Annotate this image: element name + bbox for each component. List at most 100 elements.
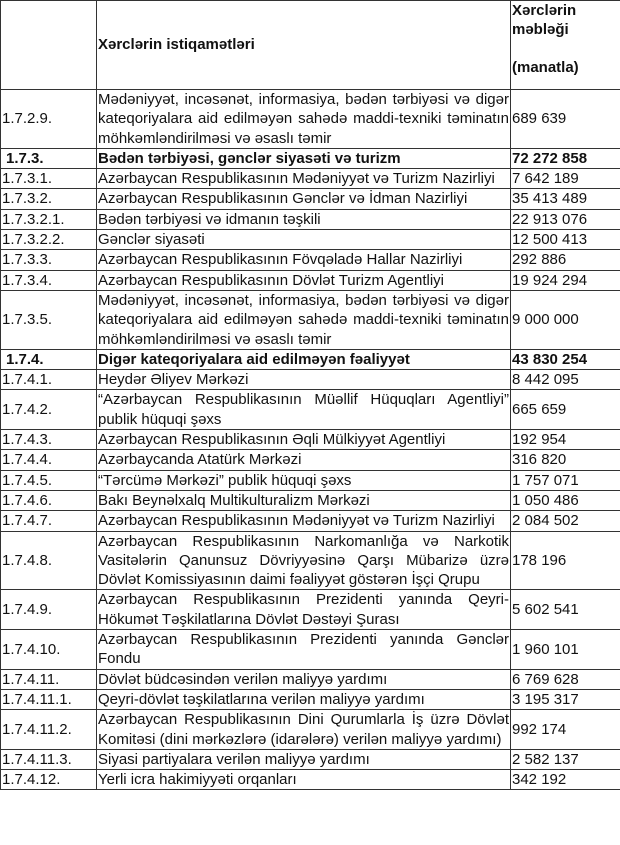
row-code: 1.7.4.11.1.	[0, 688, 97, 711]
row-code: 1.7.4.8.	[0, 530, 97, 591]
row-amount: 292 886	[510, 249, 620, 271]
table-row: 1.7.4.2. “Azərbaycan Respublikasının Müəl…	[0, 389, 620, 431]
row-amount: 1 960 101	[510, 629, 620, 670]
row-amount: 192 954	[510, 429, 620, 451]
header-amount-title: Xərclərin məbləği	[512, 2, 577, 38]
row-amount: 9 000 000	[510, 289, 620, 350]
row-description: Azərbaycan Respublikasının Prezidenti ya…	[96, 589, 511, 631]
header-amount: Xərclərin məbləği (manatla)	[510, 0, 620, 90]
row-code: 1.7.3.1.	[0, 168, 97, 190]
row-code: 1.7.4.6.	[0, 489, 97, 512]
row-description: Qeyri-dövlət təşkilatlarına verilən mali…	[96, 688, 511, 711]
table-row: 1.7.3.1. Azərbaycan Respublikasının Mədən…	[0, 168, 620, 190]
table-row: 1.7.3.4. Azərbaycan Respublikasının Dövlə…	[0, 269, 620, 291]
row-amount: 22 913 076	[510, 208, 620, 231]
row-description: Heydər Əliyev Mərkəzi	[96, 369, 511, 391]
table-row: 1.7.4.6. Bakı Beynəlxalq Multikulturalizm…	[0, 489, 620, 512]
row-code: 1.7.4.4.	[0, 449, 97, 471]
row-amount: 19 924 294	[510, 269, 620, 291]
row-description: Digər kateqoriyalara aid edilməyən fəali…	[96, 348, 511, 371]
row-code: 1.7.3.4.	[0, 269, 97, 291]
table-row: 1.7.4.11.3. Siyasi partiyalara verilən ma…	[0, 748, 620, 771]
table-row: 1.7.3.2.2. Gənclər siyasəti 12 500 413	[0, 229, 620, 251]
row-description: Azərbaycan Respublikasının Prezidenti ya…	[96, 629, 511, 670]
row-description: Dövlət büdcəsindən verilən maliyyə yardı…	[96, 668, 511, 690]
row-amount: 7 642 189	[510, 168, 620, 190]
table-row: 1.7.3.2.1. Bədən tərbiyəsi və idmanın təş…	[0, 208, 620, 231]
table-row: 1.7.4.11. Dövlət büdcəsindən verilən mali…	[0, 668, 620, 690]
table-row: 1.7.4.8. Azərbaycan Respublikasının Narko…	[0, 530, 620, 591]
row-amount: 8 442 095	[510, 369, 620, 391]
row-description: Azərbaycan Respublikasının Dövlət Turizm…	[96, 269, 511, 291]
table-row: 1.7.4.3. Azərbaycan Respublikasının Əqli …	[0, 429, 620, 451]
row-code: 1.7.2.9.	[0, 89, 97, 149]
row-code: 1.7.4.3.	[0, 429, 97, 451]
row-amount: 2 084 502	[510, 510, 620, 532]
row-description: Mədəniyyət, incəsənət, informasiya, bədə…	[96, 89, 511, 149]
row-code: 1.7.3.2.1.	[0, 208, 97, 231]
row-code: 1.7.4.11.3.	[0, 748, 97, 771]
row-code: 1.7.3.	[0, 147, 97, 170]
row-description: Azərbaycan Respublikasının Əqli Mülkiyyə…	[96, 429, 511, 451]
row-code: 1.7.4.9.	[0, 589, 97, 631]
table-row: 1.7.4.11.1. Qeyri-dövlət təşkilatlarına v…	[0, 688, 620, 711]
row-amount: 665 659	[510, 389, 620, 431]
row-description: Azərbaycan Respublikasının Fövqəladə Hal…	[96, 249, 511, 271]
expenditure-table: Xərclərin istiqamətləri Xərclərin məbləğ…	[0, 0, 620, 791]
row-code: 1.7.4.11.2.	[0, 709, 97, 750]
table-row: 1.7.4.9. Azərbaycan Respublikasının Prezi…	[0, 589, 620, 631]
table-row: 1.7.3.2. Azərbaycan Respublikasının Gəncl…	[0, 188, 620, 210]
row-description: Mədəniyyət, incəsənət, informasiya, bədə…	[96, 289, 511, 350]
row-description: Bədən tərbiyəsi və idmanın təşkili	[96, 208, 511, 231]
row-description: “Tərcümə Mərkəzi” publik hüquqi şəxs	[96, 469, 511, 491]
row-amount: 689 639	[510, 89, 620, 149]
table-row: 1.7.4.12. Yerli icra hakimiyyəti orqanlar…	[0, 769, 620, 791]
row-code: 1.7.4.11.	[0, 668, 97, 690]
row-amount: 3 195 317	[510, 688, 620, 711]
row-description: Bədən tərbiyəsi, gənclər siyasəti və tur…	[96, 147, 511, 170]
row-description: Azərbaycan Respublikasının Gənclər və İd…	[96, 188, 511, 210]
table-row: 1.7.4.1. Heydər Əliyev Mərkəzi 8 442 095	[0, 369, 620, 391]
row-description: Azərbaycan Respublikasının Dini Qurumlar…	[96, 709, 511, 750]
table-row: 1.7.4.11.2. Azərbaycan Respublikasının Di…	[0, 709, 620, 750]
header-code	[0, 0, 97, 90]
table-row: 1.7.4.7. Azərbaycan Respublikasının Mədən…	[0, 510, 620, 532]
header-direction: Xərclərin istiqamətləri	[96, 0, 511, 90]
row-description: Azərbaycanda Atatürk Mərkəzi	[96, 449, 511, 471]
row-description: Yerli icra hakimiyyəti orqanları	[96, 769, 511, 791]
table-row: 1.7.4.10. Azərbaycan Respublikasının Prez…	[0, 629, 620, 670]
row-amount: 12 500 413	[510, 229, 620, 251]
row-amount: 72 272 858	[510, 147, 620, 170]
table-header-row: Xərclərin istiqamətləri Xərclərin məbləğ…	[0, 0, 620, 90]
row-amount: 5 602 541	[510, 589, 620, 631]
row-amount: 992 174	[510, 709, 620, 750]
row-code: 1.7.4.5.	[0, 469, 97, 491]
row-code: 1.7.3.3.	[0, 249, 97, 271]
row-description: Azərbaycan Respublikasının Narkomanlığa …	[96, 530, 511, 591]
row-amount: 342 192	[510, 769, 620, 791]
row-code: 1.7.4.7.	[0, 510, 97, 532]
row-amount: 316 820	[510, 449, 620, 471]
row-code: 1.7.4.12.	[0, 769, 97, 791]
header-amount-unit: (manatla)	[512, 59, 579, 76]
row-code: 1.7.4.	[0, 348, 97, 371]
row-code: 1.7.3.2.	[0, 188, 97, 210]
table-row: 1.7.4. Digər kateqoriyalara aid edilməyən…	[0, 348, 620, 371]
row-description: Siyasi partiyalara verilən maliyyə yardı…	[96, 748, 511, 771]
row-amount: 1 050 486	[510, 489, 620, 512]
row-code: 1.7.4.2.	[0, 389, 97, 431]
table-row: 1.7.3.3. Azərbaycan Respublikasının Fövqə…	[0, 249, 620, 271]
row-amount: 2 582 137	[510, 748, 620, 771]
row-amount: 43 830 254	[510, 348, 620, 371]
row-code: 1.7.3.2.2.	[0, 229, 97, 251]
row-code: 1.7.4.10.	[0, 629, 97, 670]
table-row: 1.7.4.4. Azərbaycanda Atatürk Mərkəzi 316 …	[0, 449, 620, 471]
row-description: Bakı Beynəlxalq Multikulturalizm Mərkəzi	[96, 489, 511, 512]
table-row: 1.7.3. Bədən tərbiyəsi, gənclər siyasəti …	[0, 147, 620, 170]
row-amount: 1 757 071	[510, 469, 620, 491]
row-description: Gənclər siyasəti	[96, 229, 511, 251]
table-row: 1.7.3.5. Mədəniyyət, incəsənət, informasi…	[0, 289, 620, 350]
row-description: Azərbaycan Respublikasının Mədəniyyət və…	[96, 510, 511, 532]
row-description: Azərbaycan Respublikasının Mədəniyyət və…	[96, 168, 511, 190]
row-amount: 6 769 628	[510, 668, 620, 690]
